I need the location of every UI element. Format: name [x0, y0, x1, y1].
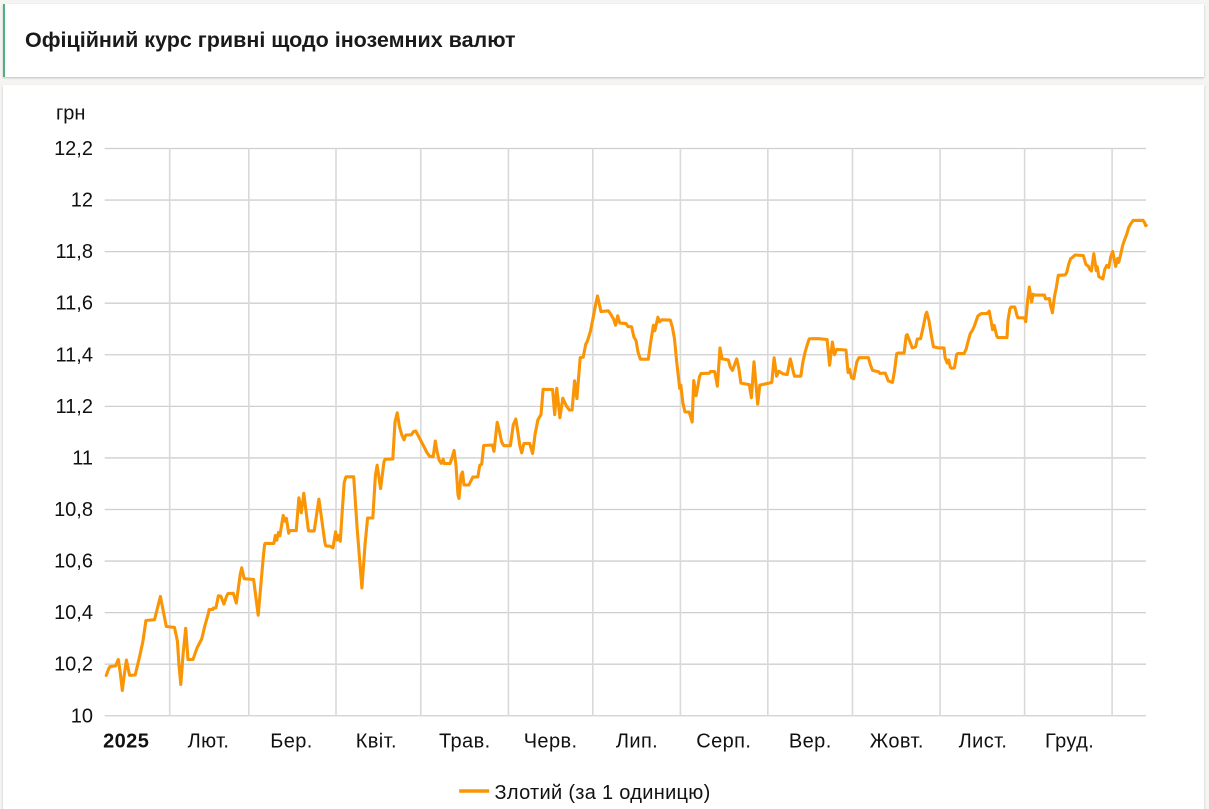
- svg-text:10: 10: [71, 705, 93, 727]
- svg-text:Трав.: Трав.: [439, 730, 491, 752]
- svg-text:Лист.: Лист.: [959, 730, 1008, 752]
- svg-text:10,2: 10,2: [54, 654, 93, 676]
- svg-text:11,4: 11,4: [56, 344, 93, 366]
- svg-text:грн: грн: [56, 103, 85, 125]
- svg-text:11,8: 11,8: [56, 241, 93, 263]
- svg-text:11: 11: [72, 447, 93, 469]
- svg-text:10,4: 10,4: [54, 602, 93, 624]
- svg-text:10,8: 10,8: [54, 499, 93, 521]
- svg-text:Лип.: Лип.: [616, 730, 658, 752]
- svg-text:Злотий (за 1 одиницю): Злотий (за 1 одиницю): [495, 782, 711, 804]
- svg-text:Жовт.: Жовт.: [870, 730, 924, 752]
- svg-text:Вер.: Вер.: [789, 730, 832, 752]
- svg-text:Лют.: Лют.: [188, 730, 230, 752]
- svg-text:11,6: 11,6: [56, 293, 93, 315]
- svg-text:12: 12: [71, 190, 93, 212]
- svg-text:Бер.: Бер.: [270, 730, 313, 752]
- svg-text:12,2: 12,2: [54, 138, 93, 160]
- svg-text:10,6: 10,6: [54, 551, 93, 573]
- svg-text:Груд.: Груд.: [1045, 730, 1094, 752]
- svg-text:2025: 2025: [103, 730, 149, 752]
- svg-text:Серп.: Серп.: [696, 730, 751, 752]
- svg-text:Черв.: Черв.: [524, 730, 578, 752]
- svg-text:Квіт.: Квіт.: [356, 730, 397, 752]
- svg-text:11,2: 11,2: [56, 396, 93, 418]
